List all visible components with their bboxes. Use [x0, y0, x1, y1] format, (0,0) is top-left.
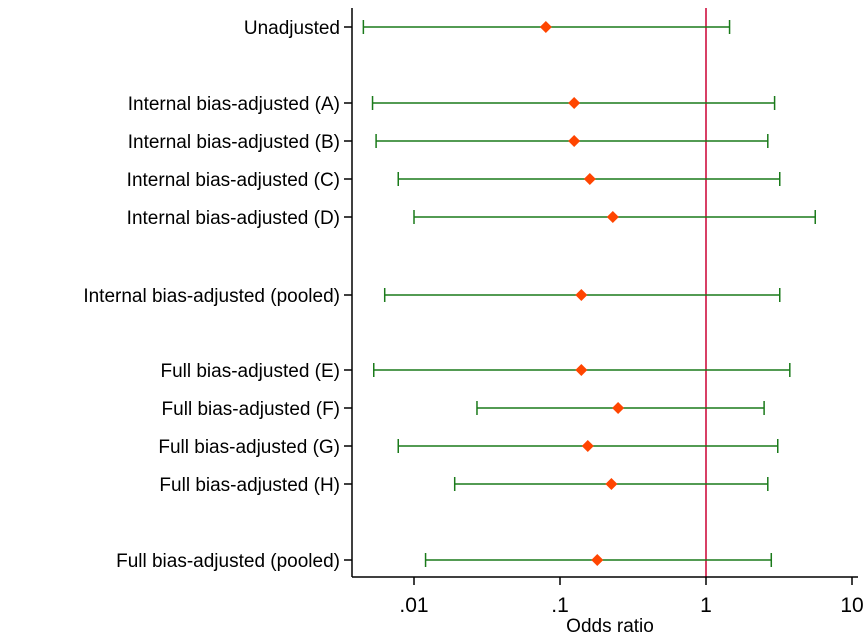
row-label: Unadjusted	[244, 18, 340, 39]
row-label: Full bias-adjusted (H)	[159, 475, 340, 496]
x-axis-label: Odds ratio	[566, 616, 654, 637]
point-estimate	[612, 402, 625, 414]
x-tick-label: .1	[551, 594, 569, 617]
row-label: Full bias-adjusted (pooled)	[116, 551, 340, 572]
row-label: Full bias-adjusted (F)	[162, 399, 340, 420]
row-label: Internal bias-adjusted (C)	[127, 170, 340, 191]
x-tick-label: 1	[700, 594, 712, 617]
point-estimate	[568, 135, 581, 147]
row-label: Internal bias-adjusted (pooled)	[83, 286, 340, 307]
point-estimate	[575, 289, 588, 301]
x-tick-label: .01	[399, 594, 428, 617]
point-estimate	[539, 21, 552, 33]
row-label: Internal bias-adjusted (A)	[128, 94, 340, 115]
point-estimate	[605, 478, 618, 490]
point-estimate	[606, 211, 619, 223]
point-estimate	[583, 173, 596, 185]
row-label: Internal bias-adjusted (B)	[128, 132, 340, 153]
row-label: Full bias-adjusted (G)	[158, 437, 340, 458]
point-estimate	[568, 97, 581, 109]
row-label: Full bias-adjusted (E)	[160, 361, 340, 382]
point-estimate	[575, 364, 588, 376]
x-tick-label: 10	[840, 594, 863, 617]
row-label: Internal bias-adjusted (D)	[127, 208, 340, 229]
point-estimate	[581, 440, 594, 452]
point-estimate	[591, 554, 604, 566]
